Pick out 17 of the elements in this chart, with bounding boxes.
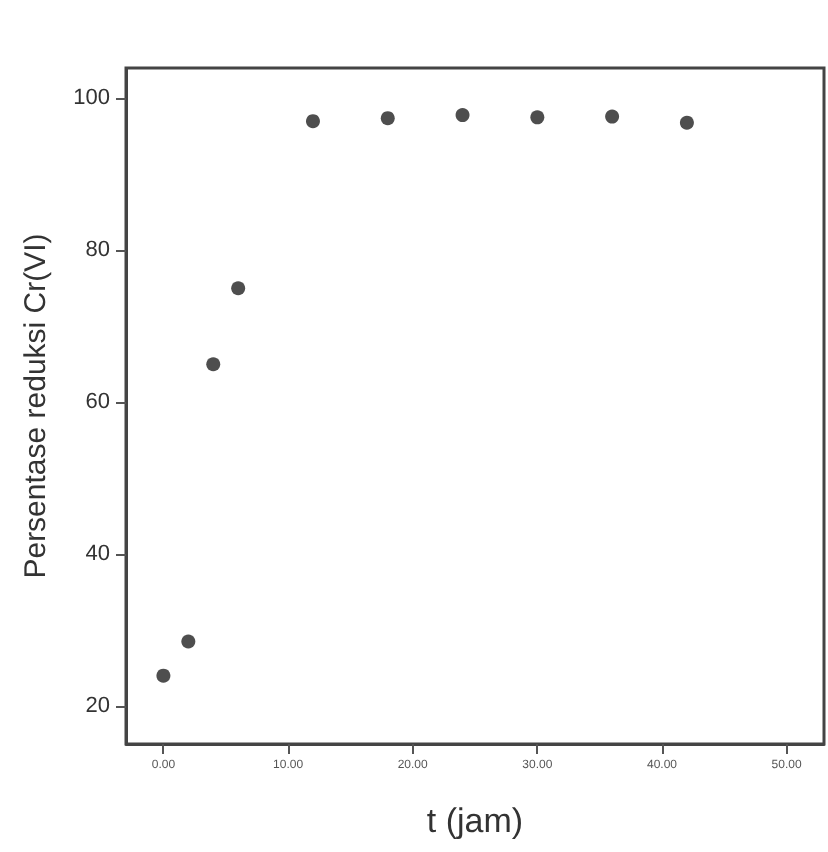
point	[305, 114, 320, 129]
point	[380, 111, 395, 126]
y-axis-title: Persentase reduksi Cr(VI)	[19, 233, 54, 579]
point	[455, 108, 470, 123]
point	[181, 634, 196, 649]
point	[530, 110, 545, 125]
y-tick-label: 60	[85, 390, 110, 415]
point	[231, 281, 246, 296]
point	[156, 668, 171, 683]
point	[206, 357, 221, 372]
x-axis-title: t (jam)	[426, 802, 524, 840]
y-tick-label: 20	[85, 694, 110, 719]
point	[679, 115, 694, 130]
point	[605, 109, 620, 124]
y-tick-label: 80	[85, 238, 110, 263]
y-tick-label: 100	[73, 86, 110, 111]
y-tick-label: 40	[85, 542, 110, 567]
